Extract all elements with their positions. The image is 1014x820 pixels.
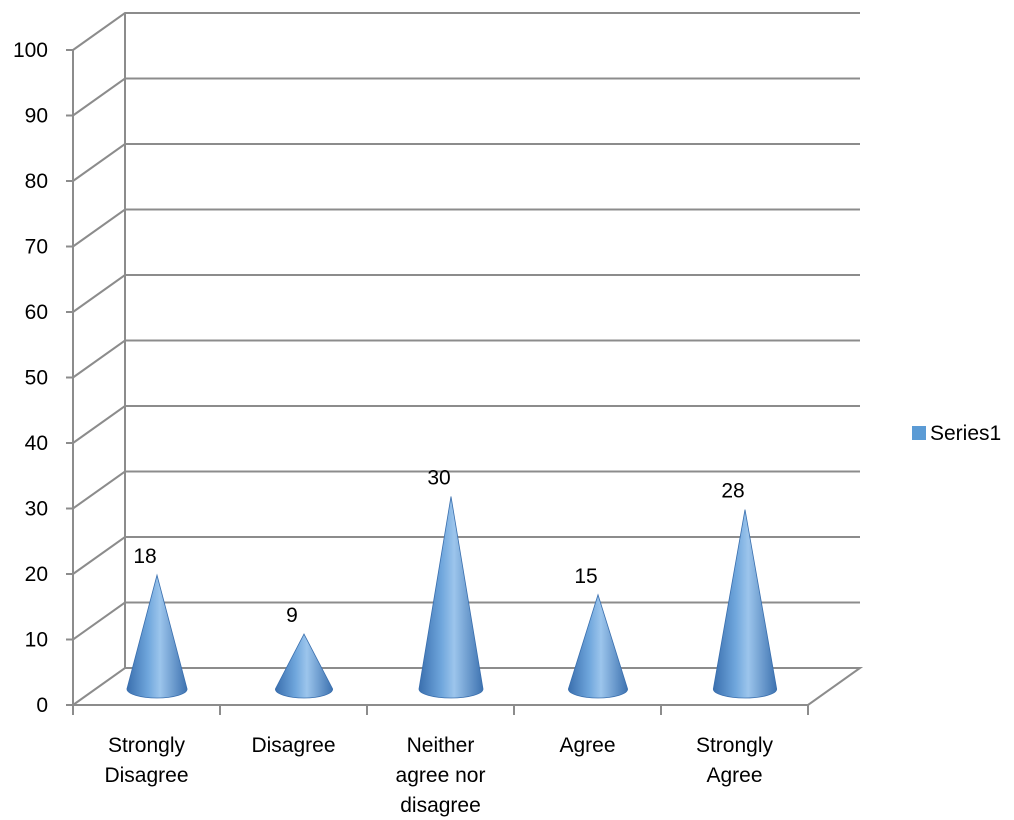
- legend-label: Series1: [930, 422, 1001, 445]
- data-label: 9: [286, 604, 298, 627]
- x-category-label: Neither: [407, 734, 475, 757]
- x-category-label: Strongly: [108, 734, 186, 757]
- cone-mark: [712, 509, 778, 699]
- y-tick-label: 100: [13, 39, 48, 62]
- x-category-label: Agree: [559, 734, 615, 757]
- y-axis: 0 10 20 30 40 50 60 70 80 90 100: [13, 39, 48, 717]
- y-tick-label: 50: [25, 367, 48, 390]
- y-tick-label: 60: [25, 301, 48, 324]
- y-tick-label: 70: [25, 236, 48, 259]
- data-label: 18: [133, 545, 156, 568]
- data-label: 28: [721, 480, 744, 503]
- data-labels: 18 9 30 15 28: [133, 467, 744, 628]
- y-tick-label: 0: [36, 694, 48, 717]
- cone-mark: [126, 573, 188, 699]
- y-tick-label: 10: [25, 629, 48, 652]
- gridline: [72, 208, 860, 248]
- x-axis: Strongly Disagree Disagree Neither agree nor…: [104, 734, 773, 817]
- cone-mark: [274, 633, 334, 699]
- y-tick-label: 40: [25, 432, 48, 455]
- y-tick-label: 80: [25, 170, 48, 193]
- gridline: [72, 405, 860, 444]
- chart-walls: [66, 12, 864, 715]
- data-label: 30: [427, 467, 450, 490]
- data-label: 15: [574, 565, 597, 588]
- y-tick-label: 90: [25, 105, 48, 128]
- x-category-label: Disagree: [104, 764, 188, 787]
- x-category-label: Strongly: [696, 734, 774, 757]
- y-tick-label: 30: [25, 498, 48, 521]
- legend: Series1: [912, 422, 1001, 445]
- x-category-label: Disagree: [251, 734, 335, 757]
- cone-series: [126, 496, 778, 699]
- gridline: [72, 274, 860, 313]
- y-tick-label: 20: [25, 563, 48, 586]
- gridline: [72, 339, 860, 379]
- cone-mark: [418, 496, 484, 699]
- x-category-label: disagree: [400, 794, 481, 817]
- x-category-label: agree nor: [396, 764, 486, 787]
- legend-swatch: [912, 426, 926, 440]
- gridline: [72, 143, 860, 182]
- gridline: [72, 12, 860, 51]
- x-category-label: Agree: [706, 764, 762, 787]
- gridline: [72, 77, 860, 117]
- cone-mark: [567, 593, 629, 699]
